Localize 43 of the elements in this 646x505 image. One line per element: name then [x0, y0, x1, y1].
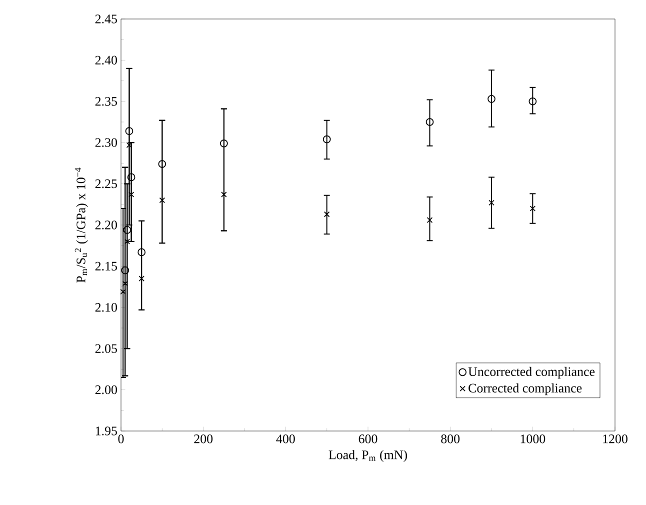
y-tick-label: 2.05 — [95, 344, 117, 353]
y-tick-label: 2.10 — [95, 303, 117, 312]
y-tick-label: 2.00 — [95, 385, 117, 394]
point — [128, 192, 134, 198]
point — [426, 118, 434, 126]
y-tick-label: 2.35 — [95, 97, 117, 106]
y-tick-label: 1.95 — [96, 426, 117, 436]
x-axis-title: Load, P$_{m}$ (mN) — [328, 450, 408, 462]
y-tick-label: 2.20 — [95, 220, 117, 230]
point — [322, 135, 331, 144]
point — [127, 173, 136, 182]
x-tick-label: 200 — [194, 434, 213, 444]
point — [158, 160, 166, 168]
x-tick-label: 600 — [358, 434, 378, 444]
x-tick-label: 1200 — [603, 434, 628, 444]
point — [122, 280, 128, 286]
y-tick-label: 2.15 — [95, 262, 117, 271]
x-tick-label: 1000 — [520, 434, 546, 444]
point — [488, 200, 494, 206]
point — [120, 288, 126, 295]
y-tick-label: 2.45 — [95, 14, 117, 24]
legend-label: Corrected compliance — [468, 383, 582, 396]
y-tick-label: 2.25 — [95, 179, 117, 188]
y-tick-label: 2.30 — [95, 138, 117, 147]
point — [324, 211, 330, 218]
point — [125, 127, 134, 135]
point — [138, 276, 144, 282]
x-tick-label: 800 — [441, 434, 460, 444]
point — [530, 206, 536, 212]
point — [126, 142, 132, 148]
point — [426, 217, 433, 223]
point — [121, 266, 130, 274]
point — [138, 248, 146, 256]
point — [488, 94, 496, 103]
x-tick-label: 0 — [118, 434, 124, 444]
point — [220, 139, 228, 148]
y-tick-label: 2.40 — [95, 56, 117, 65]
point — [159, 197, 166, 204]
x-tick-label: 400 — [276, 434, 295, 444]
y-axis-title: P$_{m}$/S$_{u}$$^{2}$ (1/GPa) x 10$^{−4}$ — [74, 168, 88, 283]
legend-label: Uncorrected compliance — [468, 366, 595, 379]
point — [528, 97, 537, 106]
point — [221, 192, 227, 198]
